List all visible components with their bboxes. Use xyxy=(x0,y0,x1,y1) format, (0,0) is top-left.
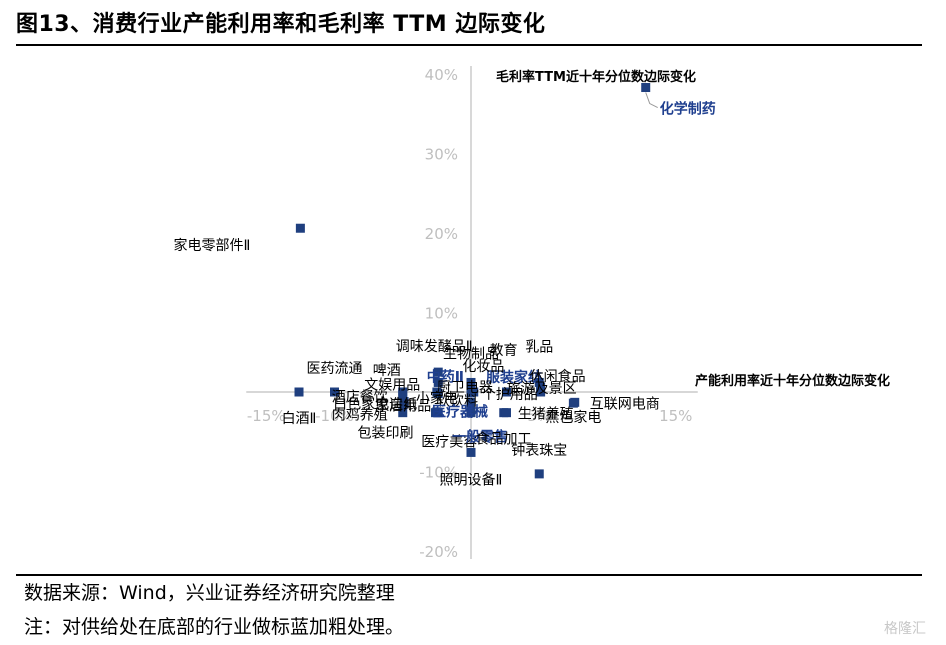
point-label: 食品加工 xyxy=(475,431,531,448)
point-label: 照明设备Ⅱ xyxy=(440,471,503,488)
point-label: 一般零售 xyxy=(452,429,508,446)
point-label: 软饮料 xyxy=(436,393,478,409)
point-label: 家电零部件Ⅱ xyxy=(173,237,250,254)
point-marker xyxy=(295,223,305,233)
point-marker xyxy=(534,377,544,387)
label-leader-line xyxy=(645,92,658,108)
point-label: 生猪养殖 xyxy=(518,406,574,423)
y-tick-label: 30% xyxy=(425,146,458,164)
point-label: 医疗美容 xyxy=(421,434,477,451)
point-label: 包装印刷 xyxy=(358,426,414,442)
point-marker xyxy=(433,389,443,399)
point-label: 厨卫电器 xyxy=(437,380,493,396)
point-label: 白酒Ⅱ xyxy=(282,411,317,427)
chart-axes: -15% -10% 5% 15% 40% 30% 20% 10% -10% -20% 毛利率TTM近… xyxy=(246,66,890,561)
point-label: 互联网电商 xyxy=(590,396,660,412)
point-marker xyxy=(399,399,409,409)
x-tick-label: -15% xyxy=(247,407,286,425)
point-marker xyxy=(536,387,546,397)
x-tick-label: 5% xyxy=(527,407,551,425)
x-tick-label: -10% xyxy=(315,407,354,425)
point-marker xyxy=(330,387,339,397)
point-label: 家居用品 xyxy=(375,398,431,415)
point-marker xyxy=(469,387,479,397)
watermark-text: 格隆汇 xyxy=(884,621,926,637)
footnote: 注：对供给处在底部的行业做标蓝加粗处理。 xyxy=(24,616,405,638)
point-label: 造纸 xyxy=(389,397,417,413)
point-marker xyxy=(466,408,476,418)
point-marker xyxy=(466,377,476,387)
scatter-chart: -15% -10% 5% 15% 40% 30% 20% 10% -10% -20% 毛利率TTM近… xyxy=(173,66,890,561)
point-label: 肉鸡养殖 xyxy=(332,407,388,424)
footer-divider xyxy=(16,574,922,576)
point-label: 化妆品 xyxy=(462,359,504,375)
point-label: 中药Ⅱ xyxy=(427,368,464,385)
point-marker xyxy=(398,408,408,418)
point-label: 文娱用品 xyxy=(364,377,420,393)
source-note: 数据来源：Wind，兴业证券经济研究院整理 xyxy=(24,582,395,604)
point-label: 黑色家电 xyxy=(545,409,601,426)
y-tick-label: 10% xyxy=(425,305,458,323)
point-label: 乳品 xyxy=(525,339,553,355)
x-tick-label: 15% xyxy=(659,407,692,425)
y-tick-label: -10% xyxy=(419,464,458,482)
point-label: 医疗器械 xyxy=(432,404,488,421)
point-label: 医药流通 xyxy=(307,361,363,377)
point-label: 调味发酵品Ⅱ xyxy=(396,339,473,355)
point-marker xyxy=(466,447,476,457)
chart-points xyxy=(294,83,658,479)
y-axis-title: 毛利率TTM近十年分位数边际变化 xyxy=(496,69,696,85)
point-label: 服装家纺 xyxy=(486,369,542,386)
point-label: 教育 xyxy=(489,343,517,359)
point-marker xyxy=(433,408,443,418)
point-label: 旅游及景区 xyxy=(507,381,577,397)
title-divider xyxy=(16,44,922,46)
point-label: 酒店餐饮 xyxy=(332,389,388,405)
point-label: 钟表珠宝 xyxy=(511,442,567,459)
point-label: 休闲食品 xyxy=(530,368,586,385)
point-label: 白色家电 xyxy=(333,396,389,413)
point-label: 啤酒 xyxy=(373,363,401,379)
chart-title: 图13、消费行业产能利用率和毛利率 TTM 边际变化 xyxy=(16,12,546,37)
y-tick-label: 20% xyxy=(425,225,458,243)
point-marker xyxy=(433,367,443,377)
point-marker xyxy=(534,469,544,479)
point-marker xyxy=(398,389,408,399)
x-axis-title: 产能利用率近十年分位数边际变化 xyxy=(695,373,890,389)
point-marker xyxy=(501,387,511,397)
point-marker xyxy=(294,387,304,397)
point-label: 小家电 xyxy=(416,390,458,407)
y-tick-label: -20% xyxy=(419,543,458,561)
point-marker xyxy=(466,400,476,410)
point-marker xyxy=(568,398,578,408)
point-label: 化学制药 xyxy=(660,101,716,118)
y-tick-label: 40% xyxy=(425,66,458,84)
point-label: 个护用品 xyxy=(482,387,538,403)
point-marker xyxy=(501,408,511,418)
point-marker xyxy=(536,382,546,392)
point-marker xyxy=(433,377,443,387)
point-label: 生物制品 xyxy=(443,346,499,362)
point-marker xyxy=(641,83,651,93)
